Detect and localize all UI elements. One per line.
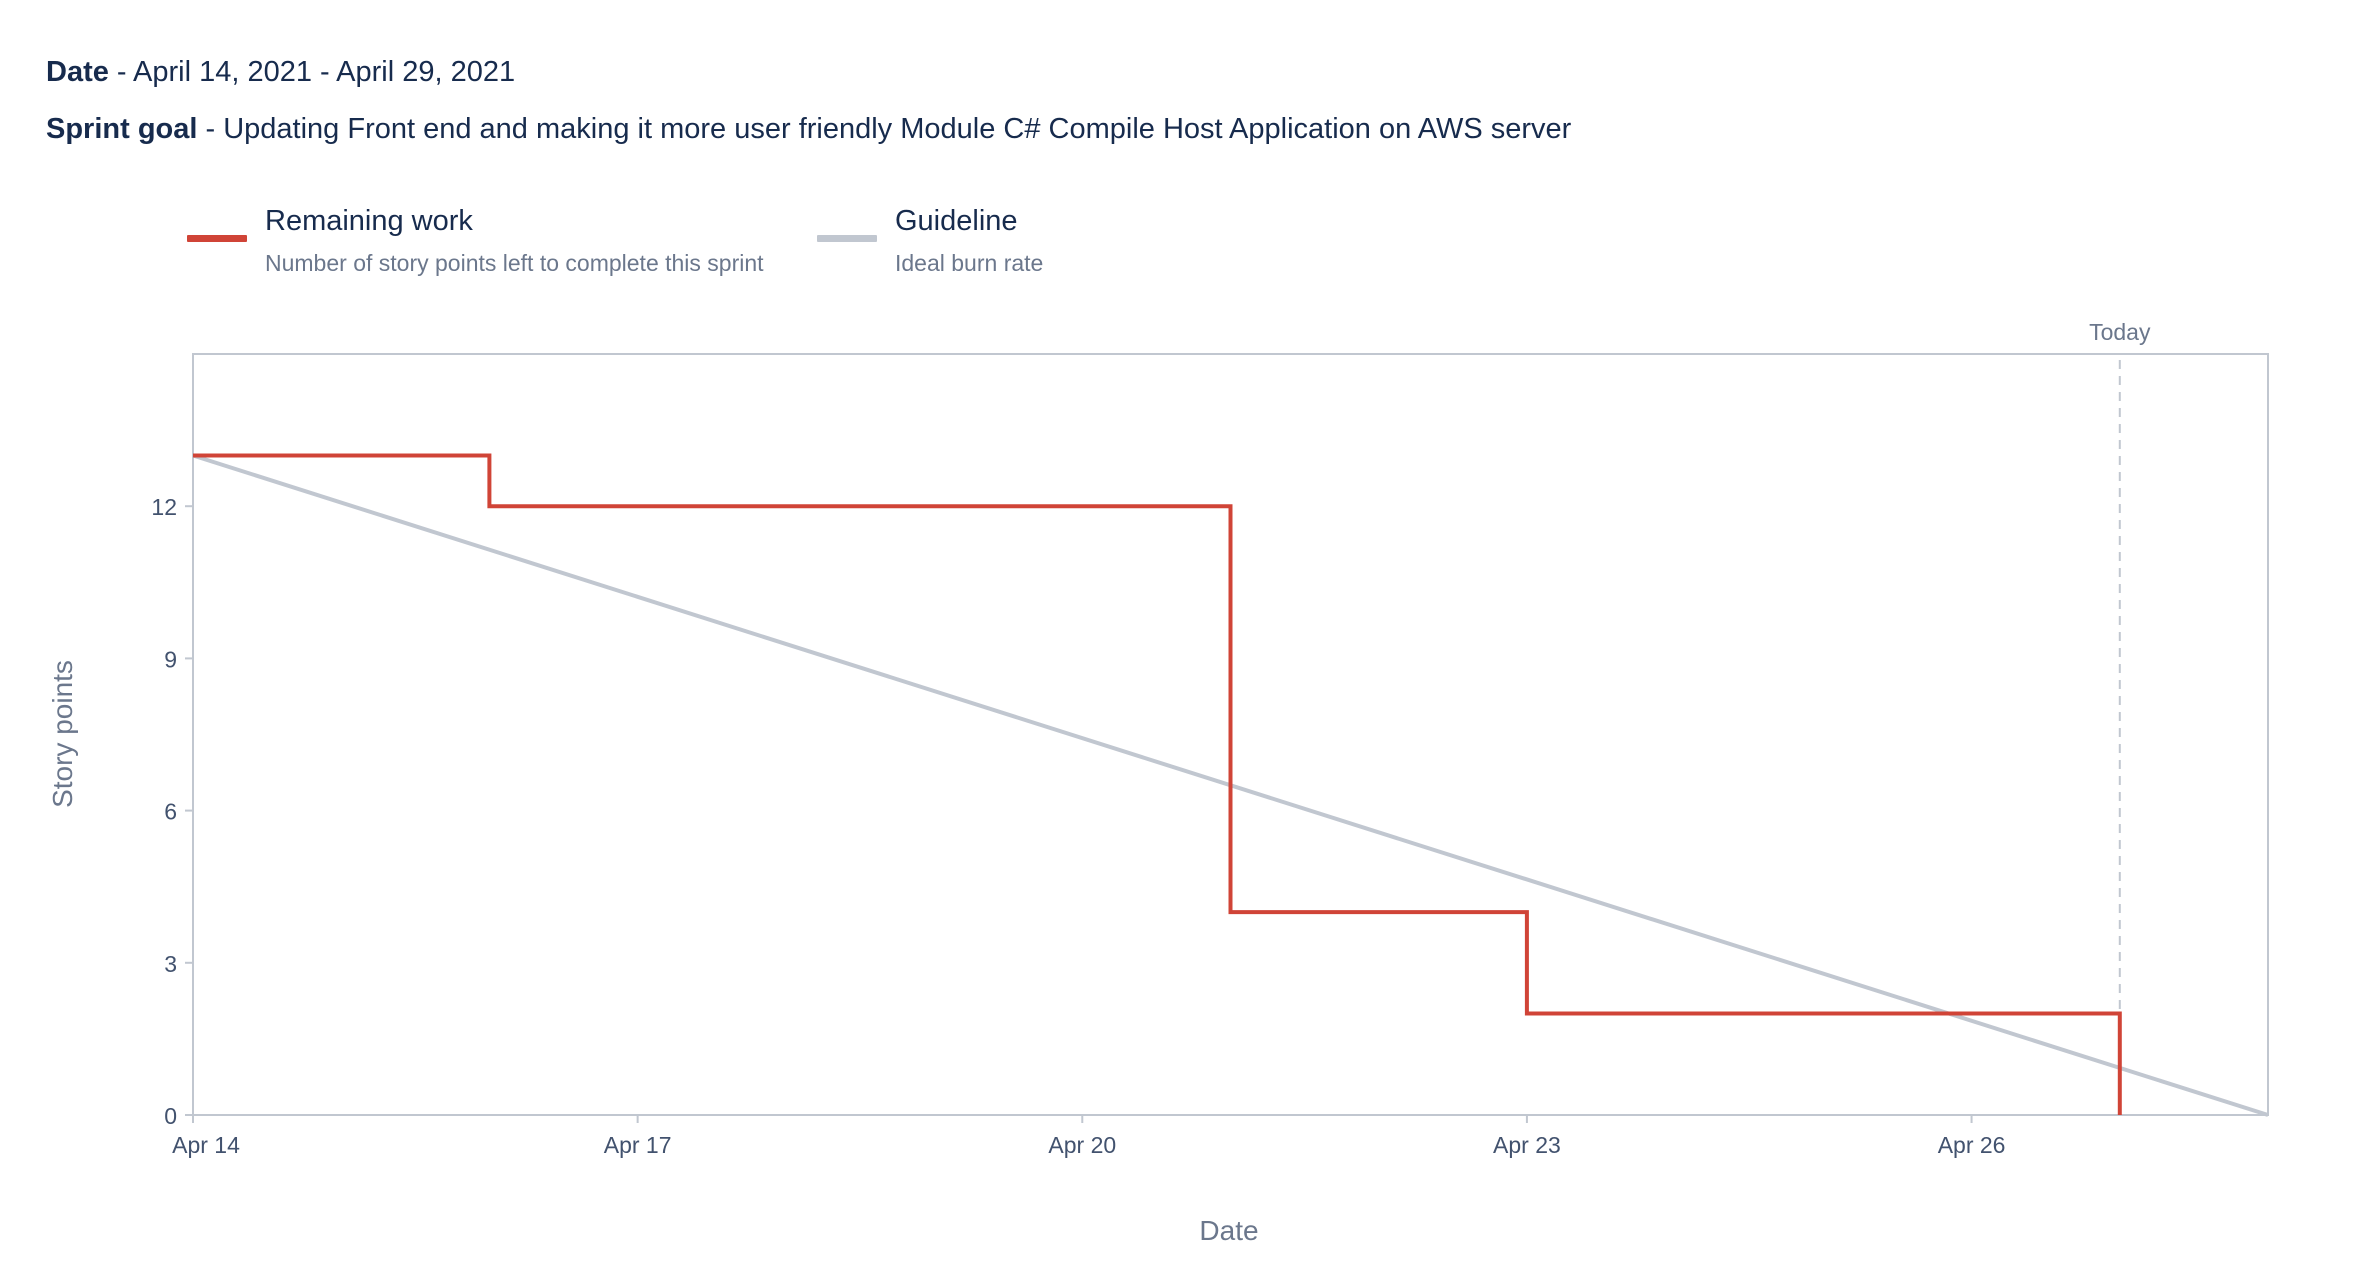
series-layer — [192, 453, 2269, 1117]
y-axis: 0 3 6 9 12 — [151, 494, 193, 1129]
x-axis: Apr 14 Apr 17 Apr 20 Apr 23 Apr 26 — [172, 1115, 2005, 1158]
x-tick-label: Apr 26 — [1938, 1132, 2006, 1158]
sprint-goal: Sprint goal - Updating Front end and mak… — [46, 113, 1571, 146]
x-tick-label: Apr 17 — [604, 1132, 672, 1158]
date-value: - April 14, 2021 - April 29, 2021 — [108, 56, 516, 88]
remaining-work-line — [193, 453, 2122, 1115]
today-label: Today — [2089, 319, 2151, 345]
x-tick-label: Apr 20 — [1048, 1132, 1116, 1158]
y-tick-label: 0 — [164, 1103, 177, 1129]
x-axis-label: Date — [1199, 1215, 1258, 1246]
sprint-date: Date - April 14, 2021 - April 29, 2021 — [46, 56, 515, 89]
x-tick-label: Apr 23 — [1493, 1132, 1561, 1158]
y-axis-label: Story points — [47, 660, 78, 808]
y-tick-label: 12 — [151, 494, 177, 520]
legend-description: Ideal burn rate — [895, 250, 1044, 276]
legend-title: Guideline — [895, 205, 1018, 237]
sprint-goal-label: Sprint goal — [46, 113, 198, 145]
legend-description: Number of story points left to complete … — [265, 250, 764, 276]
x-tick-label: Apr 14 — [172, 1132, 240, 1158]
sprint-goal-value: - Updating Front end and making it more … — [197, 113, 1572, 145]
y-tick-label: 9 — [164, 646, 177, 672]
plot-area — [192, 353, 2269, 1116]
remaining-work-swatch — [187, 235, 247, 242]
legend-title: Remaining work — [265, 205, 473, 237]
date-label: Date — [46, 56, 109, 88]
y-tick-label: 6 — [164, 799, 177, 825]
y-tick-label: 3 — [164, 951, 177, 977]
guideline-swatch — [817, 235, 877, 242]
